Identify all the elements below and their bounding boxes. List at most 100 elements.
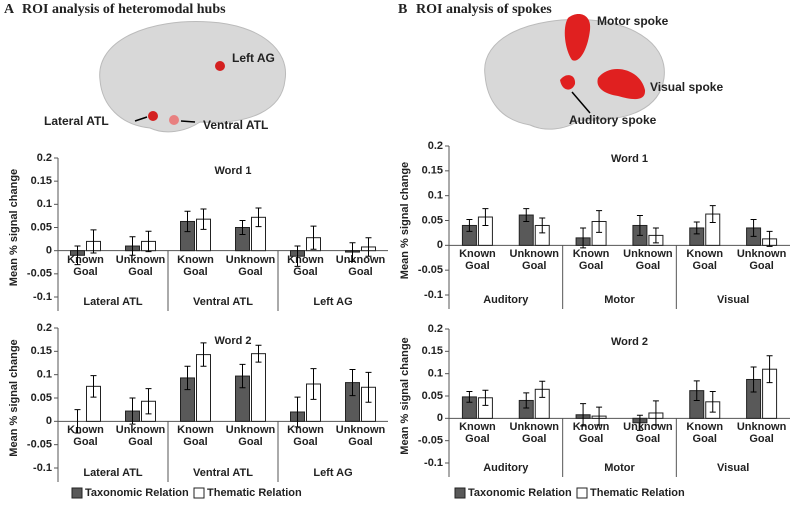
chart-title: Word 2 bbox=[214, 335, 251, 347]
legend-label: Thematic Relation bbox=[590, 487, 685, 499]
error-bar bbox=[365, 371, 372, 403]
error-bar bbox=[466, 391, 473, 403]
x-tick-label: Known Goal bbox=[67, 253, 104, 278]
x-tick-label-box: Unknown Goal bbox=[336, 424, 386, 448]
error-bar bbox=[74, 409, 81, 434]
x-tick-label-box: Unknown Goal bbox=[736, 421, 787, 446]
y-tick-label: 0.2 bbox=[428, 140, 443, 152]
y-tick-label: 0.2 bbox=[37, 152, 52, 164]
y-tick-label: 0.15 bbox=[422, 165, 443, 177]
group-label: Visual bbox=[717, 462, 749, 474]
y-axis-label: Mean % signal change bbox=[8, 339, 20, 456]
error-bar bbox=[145, 388, 152, 415]
x-tick-label: Unknown Goal bbox=[115, 424, 166, 449]
error-bar bbox=[636, 215, 643, 236]
y-tick-label: -0.1 bbox=[424, 289, 443, 301]
y-tick-label: 0 bbox=[46, 415, 52, 427]
x-tick-label-box: Known Goal bbox=[287, 254, 324, 278]
error-bar bbox=[466, 219, 473, 232]
x-tick-label-box: Known Goal bbox=[686, 421, 723, 445]
y-tick-label: 0.15 bbox=[31, 175, 52, 187]
x-tick-label-box: Unknown Goal bbox=[115, 424, 166, 449]
y-tick-label: -0.1 bbox=[33, 291, 52, 303]
brain-b bbox=[484, 14, 665, 130]
x-tick-label: Known Goal bbox=[459, 248, 496, 273]
y-axis-label: Mean % signal change bbox=[399, 337, 411, 454]
error-bar bbox=[310, 368, 317, 400]
x-tick-label-box: Known Goal bbox=[177, 424, 214, 449]
x-tick-label-box: Unknown Goal bbox=[226, 254, 276, 278]
panel-title: ROI analysis of spokes bbox=[416, 2, 552, 17]
x-tick-label: Unknown Goal bbox=[736, 248, 787, 273]
legend-label: Taxonomic Relation bbox=[85, 487, 189, 499]
x-tick-label-box: Known Goal bbox=[67, 253, 104, 278]
x-tick-label: Unknown Goal bbox=[509, 421, 560, 446]
y-tick-label: 0.1 bbox=[37, 369, 52, 381]
x-tick-label: Unknown Goal bbox=[335, 253, 386, 278]
error-bar bbox=[580, 403, 587, 427]
error-bar bbox=[709, 391, 716, 413]
error-bar bbox=[365, 237, 372, 257]
brain-a bbox=[99, 21, 287, 133]
error-bar bbox=[129, 397, 136, 425]
x-tick-label: Known Goal bbox=[177, 424, 214, 449]
error-bar bbox=[90, 229, 97, 254]
error-bar bbox=[129, 236, 136, 256]
x-tick-label: Known Goal bbox=[572, 248, 610, 273]
error-bar bbox=[523, 392, 530, 409]
group-label: Left AG bbox=[313, 467, 352, 479]
y-tick-label: 0.2 bbox=[37, 322, 52, 334]
brain-label: Visual spoke bbox=[650, 80, 723, 94]
brain-label: Left AG bbox=[232, 51, 275, 65]
y-tick-label: -0.05 bbox=[418, 435, 443, 447]
error-bar bbox=[693, 380, 700, 401]
brain-label: Ventral ATL bbox=[203, 118, 268, 132]
x-tick-label-box: Known Goal bbox=[459, 248, 496, 273]
y-axis-label: Mean % signal change bbox=[399, 162, 411, 279]
error-bar bbox=[539, 380, 546, 398]
error-bar bbox=[184, 365, 191, 391]
x-tick-label: Unknown Goal bbox=[225, 424, 276, 449]
y-tick-label: 0.05 bbox=[31, 392, 52, 404]
error-bar bbox=[294, 396, 301, 428]
x-tick-label-box: Known Goal bbox=[686, 248, 723, 272]
group-label: Left AG bbox=[313, 296, 352, 308]
error-bar bbox=[636, 414, 643, 431]
group-label: Auditory bbox=[483, 462, 529, 474]
error-bar bbox=[750, 219, 757, 237]
x-tick-label: Unknown Goal bbox=[509, 248, 560, 273]
error-bar bbox=[255, 344, 262, 363]
y-tick-label: -0.1 bbox=[33, 462, 52, 474]
y-tick-label: 0.15 bbox=[422, 345, 443, 357]
error-bar bbox=[239, 220, 246, 235]
x-tick-label-box: Unknown Goal bbox=[225, 424, 276, 449]
error-bar bbox=[580, 227, 587, 249]
error-bar bbox=[693, 221, 700, 235]
brain-label: Motor spoke bbox=[597, 14, 669, 28]
chart-title: Word 2 bbox=[611, 336, 648, 348]
x-tick-label: Unknown Goal bbox=[736, 421, 787, 446]
x-tick-label-box: Known Goal bbox=[573, 421, 610, 445]
error-bar bbox=[709, 205, 716, 223]
group-label: Lateral ATL bbox=[83, 467, 143, 479]
error-bar bbox=[74, 245, 81, 266]
legend-swatch bbox=[576, 487, 588, 499]
x-tick-label: Known Goal bbox=[177, 253, 214, 278]
x-tick-label: Known Goal bbox=[287, 424, 324, 449]
x-tick-label-box: Unknown Goal bbox=[509, 248, 560, 273]
legend-swatch bbox=[193, 487, 205, 499]
y-tick-label: 0.05 bbox=[422, 390, 443, 402]
group-label: Ventral ATL bbox=[193, 296, 253, 308]
group-label: Visual bbox=[717, 294, 749, 306]
x-tick-label: Known Goal bbox=[67, 424, 104, 449]
chart-title: Word 1 bbox=[611, 153, 648, 165]
bar bbox=[251, 353, 266, 422]
brain-label: Lateral ATL bbox=[44, 114, 109, 128]
x-tick-label-box: Unknown Goal bbox=[623, 248, 673, 272]
error-bar bbox=[596, 406, 603, 426]
error-bar bbox=[349, 242, 356, 262]
group-label: Auditory bbox=[483, 294, 529, 306]
panel-title: ROI analysis of heteromodal hubs bbox=[22, 2, 226, 17]
panel-letter: B bbox=[398, 2, 407, 17]
